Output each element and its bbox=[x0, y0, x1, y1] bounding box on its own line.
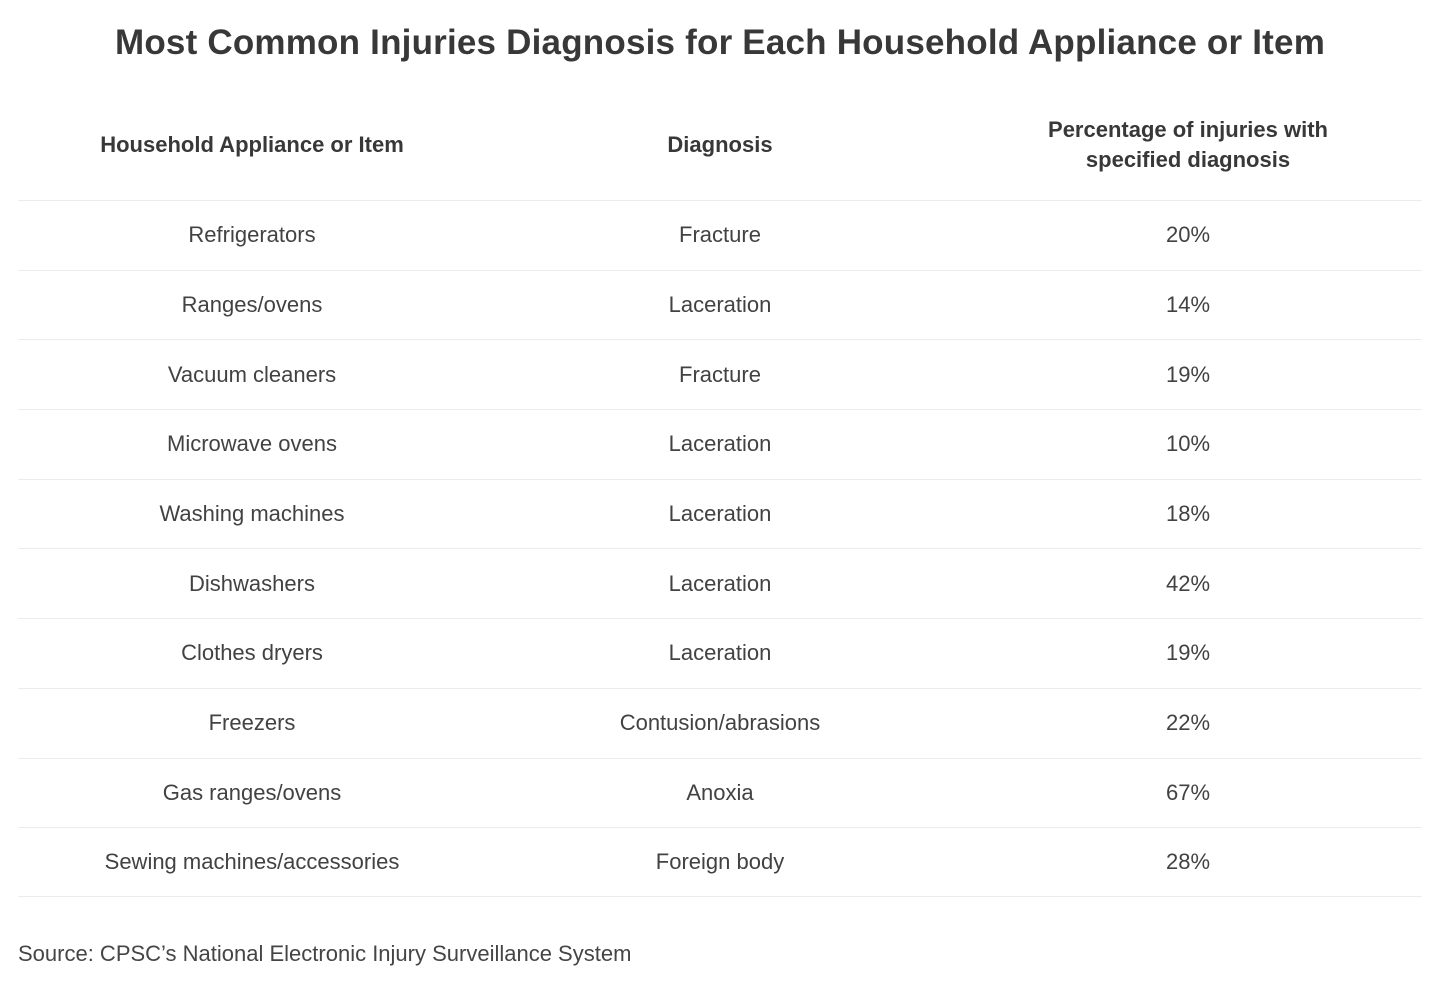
cell-diagnosis: Laceration bbox=[668, 431, 772, 457]
cell-percentage: 10% bbox=[1165, 431, 1211, 457]
table-row: Microwave ovens Laceration 10% bbox=[18, 409, 1422, 479]
table-row: Dishwashers Laceration 42% bbox=[18, 548, 1422, 618]
cell-appliance: Vacuum cleaners bbox=[167, 361, 337, 387]
cell-appliance: Microwave ovens bbox=[167, 431, 337, 457]
cell-diagnosis: Laceration bbox=[668, 570, 772, 596]
column-header-appliance: Household Appliance or Item bbox=[100, 131, 404, 157]
table-row: Freezers Contusion/abrasions 22% bbox=[18, 687, 1422, 758]
cell-percentage: 42% bbox=[1165, 570, 1211, 596]
column-header-diagnosis: Diagnosis bbox=[667, 131, 773, 157]
cell-diagnosis: Fracture bbox=[679, 222, 761, 248]
table-row: Vacuum cleaners Fracture 19% bbox=[18, 339, 1422, 409]
cell-diagnosis: Laceration bbox=[668, 292, 772, 318]
cell-percentage: 20% bbox=[1165, 222, 1211, 248]
table-row: Washing machines Laceration 18% bbox=[18, 478, 1422, 549]
cell-appliance: Gas ranges/ovens bbox=[162, 779, 342, 805]
cell-diagnosis: Foreign body bbox=[655, 849, 785, 875]
cell-diagnosis: Contusion/abrasions bbox=[619, 710, 821, 736]
cell-appliance: Clothes dryers bbox=[181, 640, 323, 666]
column-header-percentage: Percentage of injuries with specified di… bbox=[954, 115, 1422, 175]
cell-diagnosis: Laceration bbox=[668, 640, 772, 666]
injury-diagnosis-table: Household Appliance or Item Diagnosis Pe… bbox=[18, 63, 1422, 897]
page-title: Most Common Injuries Diagnosis for Each … bbox=[114, 23, 1326, 62]
cell-percentage: 19% bbox=[1165, 361, 1211, 387]
cell-appliance: Refrigerators bbox=[188, 222, 316, 248]
cell-percentage: 28% bbox=[1165, 849, 1211, 875]
cell-diagnosis: Anoxia bbox=[686, 779, 754, 805]
cell-appliance: Washing machines bbox=[159, 501, 345, 527]
cell-diagnosis: Fracture bbox=[679, 361, 761, 387]
table-row: Sewing machines/accessories Foreign body… bbox=[18, 827, 1422, 897]
cell-appliance: Dishwashers bbox=[189, 570, 315, 596]
cell-percentage: 18% bbox=[1165, 501, 1211, 527]
cell-appliance: Sewing machines/accessories bbox=[104, 849, 400, 875]
column-header-percentage-text: Percentage of injuries with specified di… bbox=[1048, 116, 1328, 172]
table-header-row: Household Appliance or Item Diagnosis Pe… bbox=[18, 63, 1422, 200]
table-row: Clothes dryers Laceration 19% bbox=[18, 618, 1422, 688]
cell-diagnosis: Laceration bbox=[668, 501, 772, 527]
cell-percentage: 22% bbox=[1165, 710, 1211, 736]
table-row: Ranges/ovens Laceration 14% bbox=[18, 269, 1422, 340]
cell-appliance: Ranges/ovens bbox=[181, 292, 323, 318]
cell-percentage: 67% bbox=[1165, 779, 1211, 805]
cell-percentage: 19% bbox=[1165, 640, 1211, 666]
table-row: Gas ranges/ovens Anoxia 67% bbox=[18, 757, 1422, 828]
source-note: Source: CPSC’s National Electronic Injur… bbox=[18, 940, 632, 966]
cell-percentage: 14% bbox=[1165, 292, 1211, 318]
cell-appliance: Freezers bbox=[208, 710, 296, 736]
table-row: Refrigerators Fracture 20% bbox=[18, 200, 1422, 270]
